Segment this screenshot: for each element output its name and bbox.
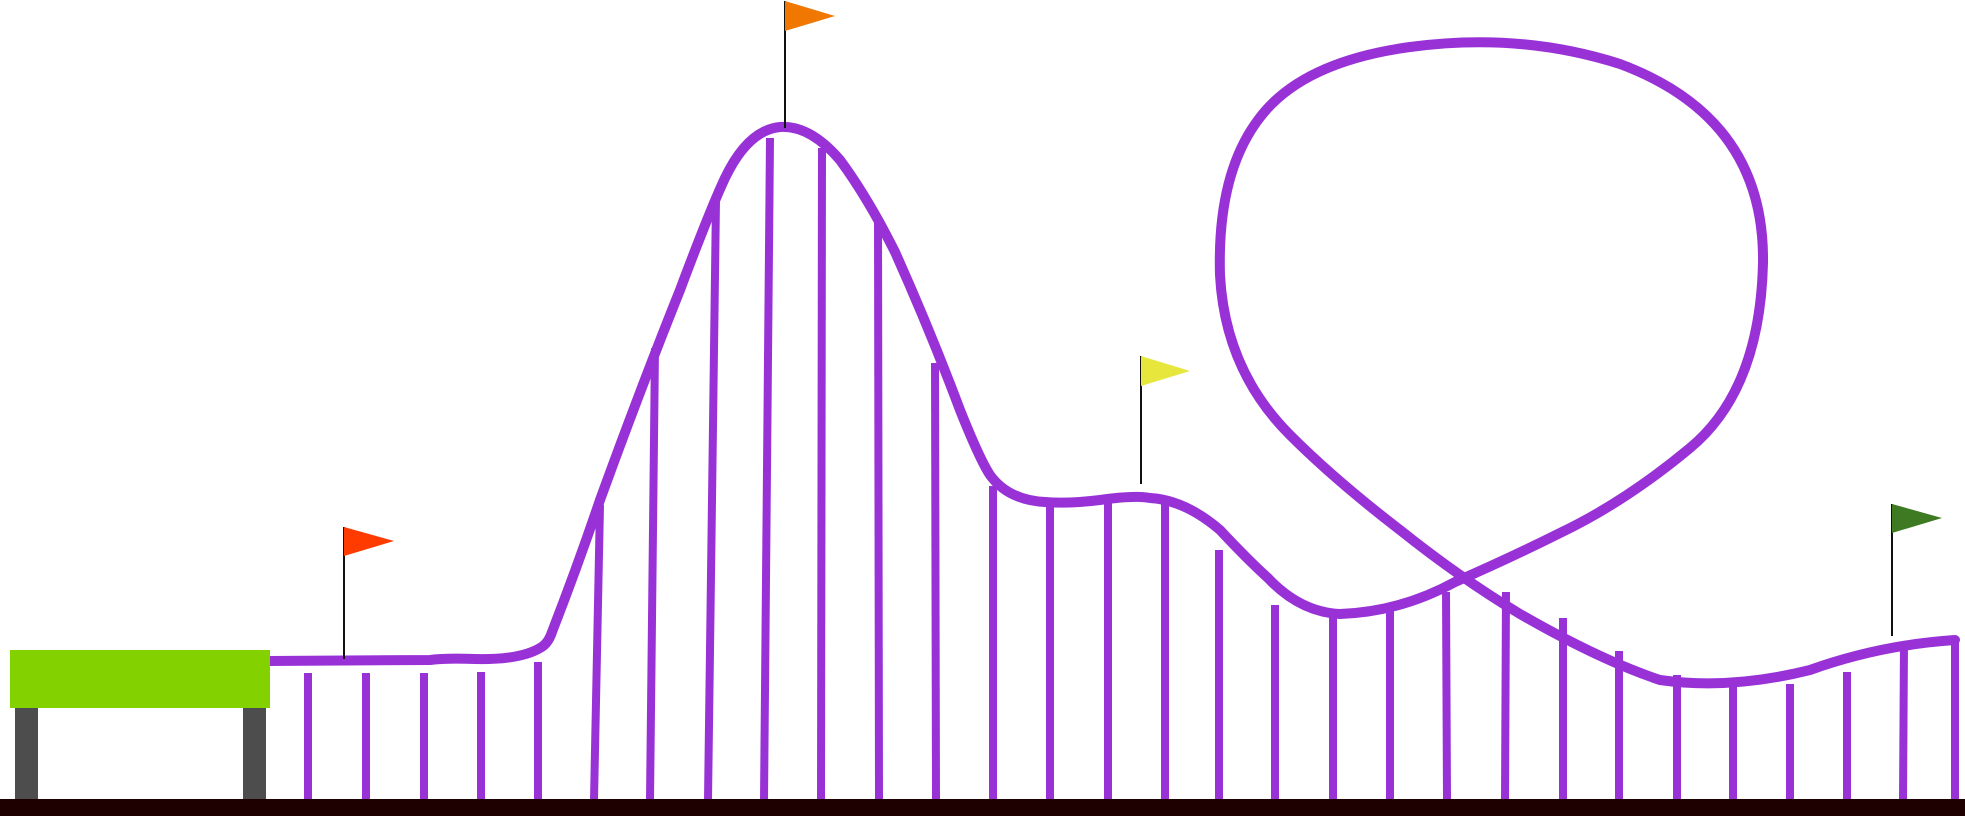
station-roof [10, 650, 270, 708]
green-flag-marker [1891, 504, 1942, 636]
flag-icon [1892, 504, 1942, 533]
support-pillar [817, 147, 826, 801]
support-pillar [931, 362, 940, 801]
support-pillar [1899, 642, 1908, 801]
flag-icon [785, 1, 835, 31]
roller-coaster-track [263, 37, 1960, 689]
support-pillar [1501, 591, 1510, 801]
flag-icon [344, 527, 394, 556]
ground-line [0, 799, 1965, 816]
support-pillar [646, 347, 659, 801]
station-leg-left [15, 705, 38, 801]
support-pillar [760, 137, 774, 801]
support-pillars [304, 137, 1959, 801]
support-pillar [590, 504, 604, 801]
support-pillar [1442, 591, 1451, 801]
flag-icon [1141, 356, 1190, 386]
station-leg-right [243, 705, 266, 801]
support-pillar [874, 217, 883, 801]
red-flag-marker [343, 527, 394, 659]
support-pillar [704, 199, 720, 801]
yellow-flag-marker [1140, 356, 1190, 484]
orange-flag-marker [784, 1, 835, 128]
station-platform [10, 650, 270, 801]
